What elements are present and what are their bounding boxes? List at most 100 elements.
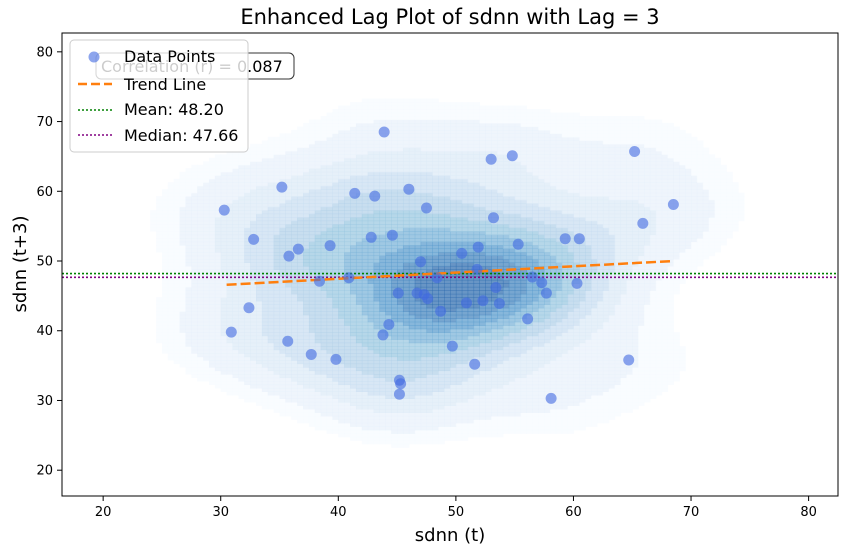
density-cell: [361, 304, 369, 309]
density-cell: [308, 251, 316, 257]
density-cell: [332, 387, 339, 393]
density-cell: [632, 394, 639, 399]
density-cell: [455, 293, 463, 298]
density-cell: [261, 276, 269, 281]
density-cell: [379, 227, 386, 232]
density-cell: [408, 363, 416, 368]
density-cell: [420, 391, 428, 396]
density-cell: [438, 356, 445, 361]
density-cell: [397, 269, 404, 274]
density-cell: [291, 269, 298, 274]
density-cell: [608, 300, 616, 305]
density-cell: [332, 342, 339, 347]
density-cell: [367, 227, 375, 232]
density-cell: [385, 297, 392, 302]
density-cell: [585, 276, 592, 281]
density-cell: [485, 304, 492, 309]
density-cell: [438, 440, 445, 445]
density-cell: [244, 251, 251, 257]
density-cell: [291, 401, 298, 406]
density-cell: [261, 234, 269, 239]
density-cell: [379, 234, 386, 239]
density-cell: [426, 342, 433, 347]
density-cell: [491, 307, 498, 312]
density-cell: [620, 307, 627, 312]
density-cell: [408, 262, 416, 267]
density-cell: [596, 276, 604, 281]
density-cell: [679, 360, 686, 365]
density-cell: [261, 231, 269, 236]
density-cell: [355, 342, 363, 347]
density-cell: [338, 335, 345, 340]
density-cell: [508, 363, 516, 368]
density-cell: [538, 297, 545, 302]
density-cell: [279, 356, 286, 361]
density-cell: [467, 339, 475, 344]
density-cell: [402, 387, 410, 393]
density-cell: [485, 286, 492, 291]
density-cell: [385, 360, 392, 365]
density-cell: [414, 356, 422, 361]
density-cell: [326, 231, 334, 236]
density-cell: [644, 318, 651, 323]
density-cell: [508, 419, 516, 424]
density-cell: [549, 422, 557, 427]
density-cell: [420, 436, 428, 441]
density-cell: [514, 314, 522, 319]
density-cell: [267, 398, 275, 403]
density-cell: [408, 339, 416, 344]
density-cell: [432, 321, 439, 326]
density-cell: [397, 325, 404, 330]
density-cell: [285, 293, 292, 298]
density-cell: [308, 342, 316, 347]
density-cell: [208, 353, 216, 358]
density-cell: [391, 363, 398, 368]
density-cell: [279, 332, 286, 337]
density-cell: [555, 384, 563, 389]
density-cell: [408, 405, 416, 410]
density-cell: [585, 325, 592, 330]
density-cell: [532, 429, 539, 434]
density-cell: [297, 307, 304, 312]
density-cell: [544, 339, 551, 344]
density-cell: [497, 293, 504, 298]
density-cell: [350, 286, 357, 291]
density-cell: [279, 367, 286, 372]
density-cell: [567, 384, 575, 389]
density-cell: [561, 297, 569, 302]
density-cell: [455, 272, 463, 277]
density-cell: [261, 286, 269, 291]
density-cell: [285, 276, 292, 281]
density-cell: [350, 328, 357, 333]
density-cell: [297, 293, 304, 298]
density-cell: [361, 332, 369, 337]
density-cell: [467, 311, 475, 316]
density-cell: [273, 349, 281, 354]
density-cell: [491, 328, 498, 333]
density-cell: [432, 328, 439, 333]
density-cell: [679, 241, 686, 246]
density-cell: [579, 311, 586, 316]
density-cell: [197, 377, 204, 382]
density-cell: [303, 419, 310, 424]
density-cell: [544, 227, 551, 232]
density-cell: [573, 380, 580, 386]
density-cell: [538, 332, 545, 337]
density-cell: [402, 300, 410, 305]
density-cell: [526, 384, 533, 389]
density-cell: [608, 265, 616, 270]
density-cell: [444, 276, 451, 281]
density-cell: [591, 332, 598, 337]
density-cell: [303, 408, 310, 413]
density-cell: [461, 384, 469, 389]
density-cell: [508, 262, 516, 267]
density-cell: [379, 408, 386, 413]
density-cell: [379, 433, 386, 438]
density-cell: [385, 314, 392, 319]
density-cell: [326, 328, 334, 333]
density-cell: [579, 339, 586, 344]
density-cell: [685, 238, 692, 243]
density-cell: [626, 367, 633, 372]
density-cell: [338, 227, 345, 232]
density-cell: [614, 286, 622, 291]
